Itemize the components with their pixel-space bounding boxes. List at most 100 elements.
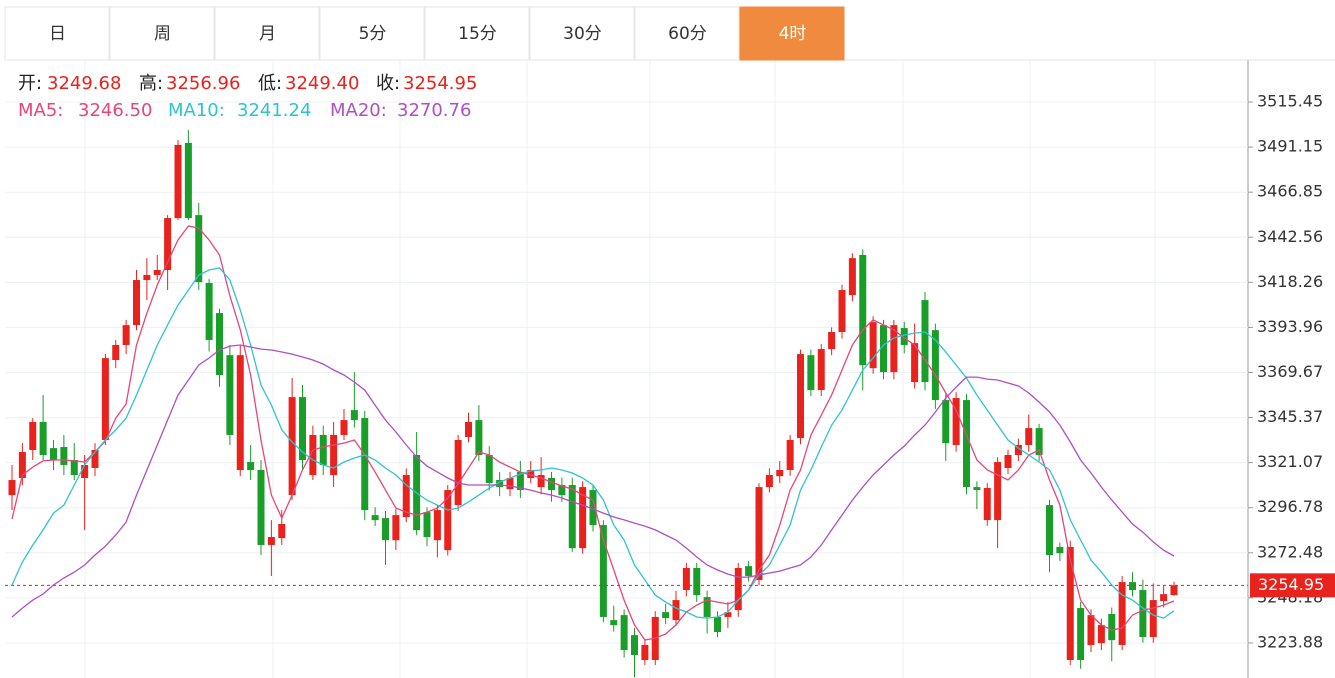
candle-body	[433, 510, 441, 541]
ma-line	[11, 225, 1175, 641]
candle-body	[537, 475, 545, 488]
last-price-label: 3254.95	[1258, 575, 1324, 594]
candle-body	[50, 448, 57, 461]
candle-body	[1118, 582, 1126, 645]
tab[interactable]	[109, 6, 215, 61]
candle-body	[70, 460, 78, 476]
candle-body	[610, 620, 618, 626]
y-tick-label: 3369.67	[1257, 362, 1323, 381]
candle-body	[1129, 582, 1136, 591]
y-tick-label: 3272.48	[1257, 542, 1323, 561]
candle-body	[890, 325, 898, 373]
candle-body	[828, 331, 836, 350]
candle-body	[817, 349, 825, 391]
ohlc-label: 高:	[139, 73, 163, 94]
legend-name: MA5:	[18, 100, 63, 121]
candle-body	[921, 300, 929, 383]
tab[interactable]	[319, 6, 425, 61]
candle-body	[714, 616, 721, 632]
candle-body	[973, 487, 981, 491]
candle-body	[8, 480, 16, 496]
tab[interactable]	[424, 6, 530, 61]
candle-body	[247, 462, 255, 471]
tab[interactable]	[739, 6, 845, 61]
candle-body	[942, 400, 950, 444]
candle-body	[776, 470, 784, 477]
candle-body	[848, 258, 856, 296]
candle-body	[39, 421, 47, 455]
candle-body	[402, 475, 410, 518]
legend-value: 3241.24	[237, 100, 311, 121]
candle-body	[620, 615, 628, 650]
candle-body	[133, 280, 140, 326]
candle-body	[900, 328, 908, 345]
candle-body	[143, 275, 151, 281]
candle-body	[1014, 444, 1022, 455]
tab[interactable]	[529, 6, 635, 61]
candle-body	[226, 355, 234, 435]
tab-label[interactable]: 4时	[779, 24, 807, 44]
tab[interactable]	[4, 6, 110, 61]
tab[interactable]	[214, 6, 320, 61]
plot-area	[8, 130, 1178, 678]
candle-body	[911, 343, 919, 383]
y-tick-label: 3296.78	[1257, 497, 1323, 516]
candle-body	[1170, 585, 1178, 596]
candle-body	[797, 354, 804, 439]
candle-body	[682, 567, 690, 591]
candle-body	[60, 447, 68, 466]
candle-body	[662, 612, 670, 619]
candle-body	[371, 515, 379, 521]
candle-body	[112, 344, 120, 361]
ohlc-value: 3254.95	[403, 73, 477, 94]
y-tick-label: 3515.45	[1257, 92, 1323, 111]
tab-label[interactable]: 15分	[458, 24, 497, 44]
candle-body	[1004, 454, 1012, 468]
y-tick-label: 3223.88	[1257, 632, 1323, 651]
candle-body	[392, 515, 400, 541]
tab-label[interactable]: 30分	[563, 24, 602, 44]
candle-body	[91, 449, 99, 468]
tab-label[interactable]: 月	[259, 24, 276, 44]
candle-body	[205, 283, 213, 340]
candle-body	[734, 567, 742, 611]
candle-body	[1149, 600, 1157, 637]
candle-body	[496, 480, 504, 488]
candle-body	[278, 524, 286, 539]
candle-body	[423, 512, 431, 537]
ohlc-value: 3249.68	[47, 73, 121, 94]
candle-body	[693, 567, 701, 596]
candle-body	[340, 420, 348, 435]
ohlc-label: 低:	[258, 73, 282, 94]
ma-line	[11, 267, 1175, 619]
candle-body	[931, 330, 939, 401]
candle-body	[288, 397, 296, 496]
tab-label[interactable]: 日	[49, 24, 66, 44]
candle-body	[1097, 625, 1105, 644]
tab-label[interactable]: 周	[154, 24, 171, 44]
candle-body	[589, 490, 597, 526]
candle-body	[745, 566, 753, 576]
candle-body	[122, 325, 130, 345]
y-tick-label: 3491.15	[1257, 137, 1323, 156]
candle-body	[350, 410, 358, 421]
candle-body	[29, 421, 37, 450]
candle-body	[786, 439, 794, 471]
y-tick-label: 3345.37	[1257, 407, 1323, 426]
candle-body	[1139, 590, 1147, 637]
candle-body	[81, 465, 89, 478]
y-tick-label: 3418.26	[1257, 272, 1323, 291]
candle-body	[994, 462, 1002, 521]
tab[interactable]	[634, 6, 740, 61]
candle-body	[309, 434, 317, 476]
candle-body	[485, 454, 493, 484]
candle-body	[1046, 505, 1053, 555]
candle-body	[724, 612, 732, 617]
tab-label[interactable]: 5分	[359, 24, 387, 44]
legend-name: MA10:	[168, 100, 225, 121]
candle-body	[465, 421, 472, 437]
candle-body	[267, 536, 275, 545]
tab-label[interactable]: 60分	[668, 24, 707, 44]
candle-body	[444, 490, 452, 551]
